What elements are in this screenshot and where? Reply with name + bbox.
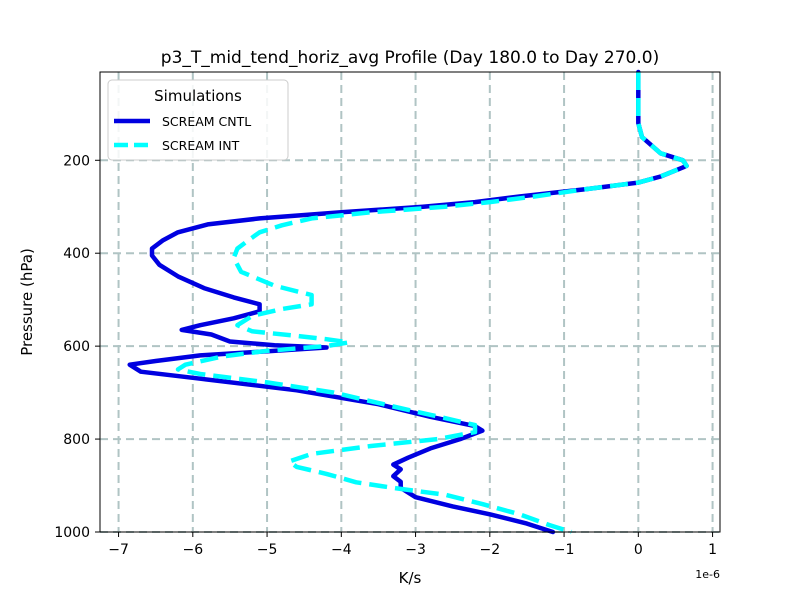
x-tick-label: −2 [480,542,501,558]
x-tick-label: 1 [708,542,717,558]
x-axis-offset-label: 1e-6 [695,568,720,581]
x-tick-label: −3 [405,542,426,558]
chart-title: p3_T_mid_tend_horiz_avg Profile (Day 180… [161,48,659,68]
legend-title: Simulations [154,87,242,105]
x-axis-label: K/s [399,569,422,587]
y-axis-label: Pressure (hPa) [18,248,36,356]
y-axis: 200 400 600 800 1000 [54,153,100,541]
series-line-int [175,72,689,535]
x-axis: −7 −6 −5 −4 −3 −2 −1 0 1 [108,532,717,558]
x-tick-label: −7 [108,542,129,558]
y-tick-label: 600 [63,339,90,355]
legend: Simulations SCREAM CNTL SCREAM INT [107,79,289,161]
legend-box [107,79,289,161]
x-tick-label: −4 [331,542,352,558]
y-tick-label: 800 [63,432,90,448]
legend-label-cntl: SCREAM CNTL [162,114,251,129]
x-tick-label: 0 [634,542,643,558]
x-tick-label: −6 [182,542,203,558]
x-tick-label: −1 [554,542,575,558]
plot-area-frame [99,71,721,533]
x-tick-label: −5 [257,542,278,558]
series-layer [127,69,689,535]
y-tick-label: 1000 [54,525,90,541]
legend-label-int: SCREAM INT [162,138,240,153]
y-tick-label: 200 [63,153,90,169]
y-tick-label: 400 [63,246,90,262]
